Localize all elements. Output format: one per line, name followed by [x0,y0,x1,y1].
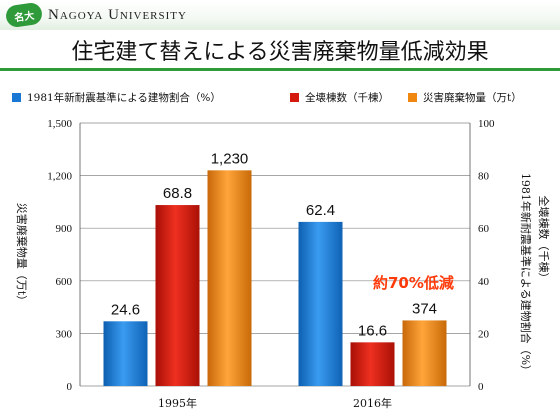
bar-value-label: 16.6 [358,322,387,339]
bar-collapsed [350,342,395,386]
legend-label: 全壊棟数（千棟） [305,92,389,104]
slide-title: 住宅建て替えによる災害廃棄物量低減効果 [71,40,489,65]
header-bar: 名大 Nagoya University [0,0,560,30]
y-left-axis-title: 災害廃棄物量（万t） [15,203,29,306]
university-name: Nagoya University [48,7,187,23]
y-right-tick-label: 20 [478,328,490,340]
y-left-tick-label: 1,500 [47,118,72,130]
bar-value-label: 1,230 [211,150,249,167]
legend-swatch-red [290,93,299,102]
bar-building-ratio [103,321,148,386]
bar-value-label: 24.6 [111,301,140,318]
y-left-tick-label: 1,200 [47,171,72,183]
legend-item-building-ratio: 1981年新耐震基準による建物割合（%） [12,90,221,105]
y-right-tick-label: 40 [478,276,490,288]
x-tick-label: 1995年 [158,396,197,410]
legend-label: 1981年新耐震基準による建物割合（%） [27,92,221,104]
y-right-tick-label: 0 [478,381,484,393]
bar-value-label: 68.8 [163,185,192,202]
y-left-tick-label: 300 [56,328,73,340]
title-divider [0,68,560,71]
legend-label: 災害廃棄物量（万t） [423,92,522,104]
bar-value-label: 374 [412,300,437,317]
legend-item-collapsed: 全壊棟数（千棟） [290,90,389,105]
legend-item-waste: 災害廃棄物量（万t） [408,90,522,105]
y-left-tick-label: 900 [56,223,73,235]
y-left-tick-label: 0 [67,381,73,393]
y-left-tick-label: 600 [56,276,73,288]
legend-swatch-orange [408,93,417,102]
legend-swatch-blue [12,93,21,102]
bar-collapsed [155,205,200,386]
y-right-axis-title: 1981年新耐震基準による建物割合（%） [519,173,533,376]
reduction-annotation: 約70%低減 [373,274,454,292]
bar-building-ratio [298,221,343,386]
y-right-tick-label: 60 [478,223,490,235]
y-right-tick-label: 100 [478,118,495,130]
x-tick-label: 2016年 [353,396,392,410]
bar-waste [402,320,447,386]
bar-waste [207,170,252,386]
bar-value-label: 62.4 [306,202,335,219]
y-right-tick-label: 80 [478,171,490,183]
y-right-axis-title-2: 全壊棟数（千棟） [537,196,551,284]
